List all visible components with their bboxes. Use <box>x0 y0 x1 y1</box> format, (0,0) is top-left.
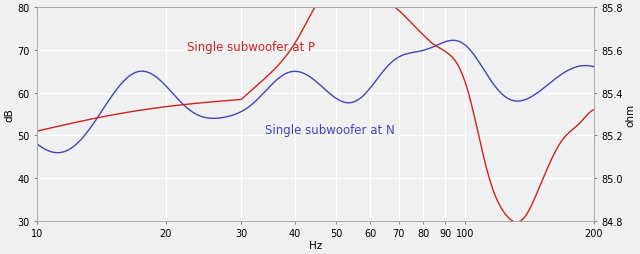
Y-axis label: ohm: ohm <box>626 103 636 126</box>
Text: Single subwoofer at N: Single subwoofer at N <box>265 124 395 137</box>
Text: Single subwoofer at P: Single subwoofer at P <box>188 41 316 54</box>
X-axis label: Hz: Hz <box>308 240 322 250</box>
Y-axis label: dB: dB <box>4 108 14 121</box>
